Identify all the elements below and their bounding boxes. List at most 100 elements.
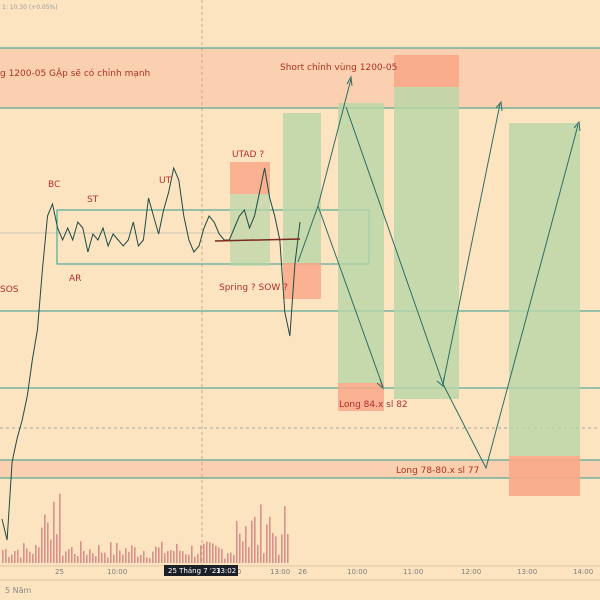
volume-bar xyxy=(149,558,151,563)
volume-bar xyxy=(101,552,103,563)
volume-bar xyxy=(113,554,115,563)
volume-bar xyxy=(191,545,193,563)
volume-bar xyxy=(116,543,118,563)
crosshair-time: 25 Tháng 7 '23 xyxy=(168,567,221,575)
x-tick-label: 14:00 xyxy=(573,568,593,576)
volume-bar xyxy=(74,553,76,563)
label-spring: Spring ? SOW ? xyxy=(219,283,288,293)
label-ut: UT xyxy=(159,176,172,186)
volume-bar xyxy=(56,534,58,563)
volume-bar xyxy=(44,514,46,563)
volume-bar xyxy=(164,553,166,563)
volume-bar xyxy=(209,542,211,563)
volume-bar xyxy=(152,551,154,563)
label-long2: Long 78-80.x sl 77 xyxy=(396,466,479,476)
volume-bar xyxy=(182,551,184,563)
volume-bar xyxy=(125,548,127,563)
volume-bar xyxy=(68,549,70,563)
volume-bar xyxy=(170,550,172,563)
projection-path xyxy=(297,75,581,470)
volume-bar xyxy=(80,541,82,563)
volume-bar xyxy=(260,504,262,563)
volume-bar xyxy=(257,544,259,563)
volume-bar xyxy=(200,545,202,563)
volume-bar xyxy=(266,524,268,563)
volume-bar xyxy=(194,556,196,563)
volume-bar xyxy=(71,546,73,563)
volume-bar xyxy=(188,554,190,563)
volume-bar xyxy=(233,555,235,563)
volume-bar xyxy=(227,553,229,563)
volume-bar xyxy=(161,541,163,563)
volume-bar xyxy=(26,548,28,563)
volume-bar xyxy=(38,547,40,563)
volume-bar xyxy=(83,550,85,563)
x-tick-label: 26 xyxy=(298,568,307,576)
volume-bar xyxy=(278,554,280,563)
volume-bar xyxy=(284,506,286,563)
volume-bar xyxy=(5,548,7,563)
volume-bar xyxy=(263,553,265,563)
volume-bar xyxy=(134,547,136,563)
volume-bar xyxy=(287,534,289,563)
volume-bar xyxy=(86,554,88,563)
label-utad: UTAD ? xyxy=(232,150,264,160)
volume-bar xyxy=(275,536,277,563)
volume-bar xyxy=(47,522,49,563)
volume-bar xyxy=(107,557,109,563)
volume-bar xyxy=(248,547,250,563)
volume-bar xyxy=(35,544,37,563)
label-long1: Long 84.x sl 82 xyxy=(339,400,408,410)
volume-bar xyxy=(131,545,133,563)
volume-bar xyxy=(32,553,34,563)
label-short: Short chỉnh vùng 1200-05 xyxy=(280,62,397,73)
volume-bar xyxy=(95,556,97,563)
spring-line xyxy=(214,238,301,242)
volume-bar xyxy=(2,550,4,563)
label-st: ST xyxy=(87,195,99,205)
top-info: 1: 10.30 (+0.05%) xyxy=(2,4,58,11)
volume-bar xyxy=(185,554,187,563)
volume-bar xyxy=(20,557,22,563)
volume-bar xyxy=(221,549,223,563)
volume-bar xyxy=(137,556,139,563)
volume-bar xyxy=(41,527,43,563)
volume-bar xyxy=(119,550,121,563)
volume-bar xyxy=(92,553,94,563)
level-lines xyxy=(0,47,600,479)
x-tick-label: 11:00 xyxy=(403,568,423,576)
position-boxes[interactable] xyxy=(230,55,580,496)
volume-bar xyxy=(239,533,241,563)
volume-bar xyxy=(53,501,55,563)
volume-bar xyxy=(167,551,169,563)
volume-bar xyxy=(245,526,247,563)
volume-bar xyxy=(146,557,148,563)
volume-bar xyxy=(206,541,208,563)
volume-bar xyxy=(179,550,181,563)
x-tick-label: 12:00 xyxy=(461,568,481,576)
volume-bar xyxy=(110,542,112,563)
volume-bar xyxy=(215,545,217,563)
volume-bar xyxy=(77,555,79,563)
volume-bar xyxy=(17,549,19,563)
volume-bar xyxy=(155,546,157,563)
volume-bar xyxy=(281,534,283,563)
x-tick-label: 13:00 xyxy=(517,568,537,576)
volume-bar xyxy=(173,551,175,563)
volume-bar xyxy=(98,545,100,563)
volume-bar xyxy=(236,521,238,563)
crosshair-time-box xyxy=(164,565,238,576)
x-tick-label: 10:00 xyxy=(107,568,127,576)
x-tick-label: 25 xyxy=(55,568,64,576)
timeframe-button[interactable]: 5 Năm xyxy=(5,586,32,595)
volume-bar xyxy=(230,552,232,563)
volume-bar xyxy=(176,543,178,563)
volume-bar xyxy=(143,550,145,563)
volume-bar xyxy=(122,554,124,563)
bottom-toolbar xyxy=(0,580,600,600)
volume-bar xyxy=(197,554,199,563)
x-axis-ticks: 2510:0011:0012:0013:002610:0011:0012:001… xyxy=(55,568,593,576)
volume-bar xyxy=(11,554,13,563)
